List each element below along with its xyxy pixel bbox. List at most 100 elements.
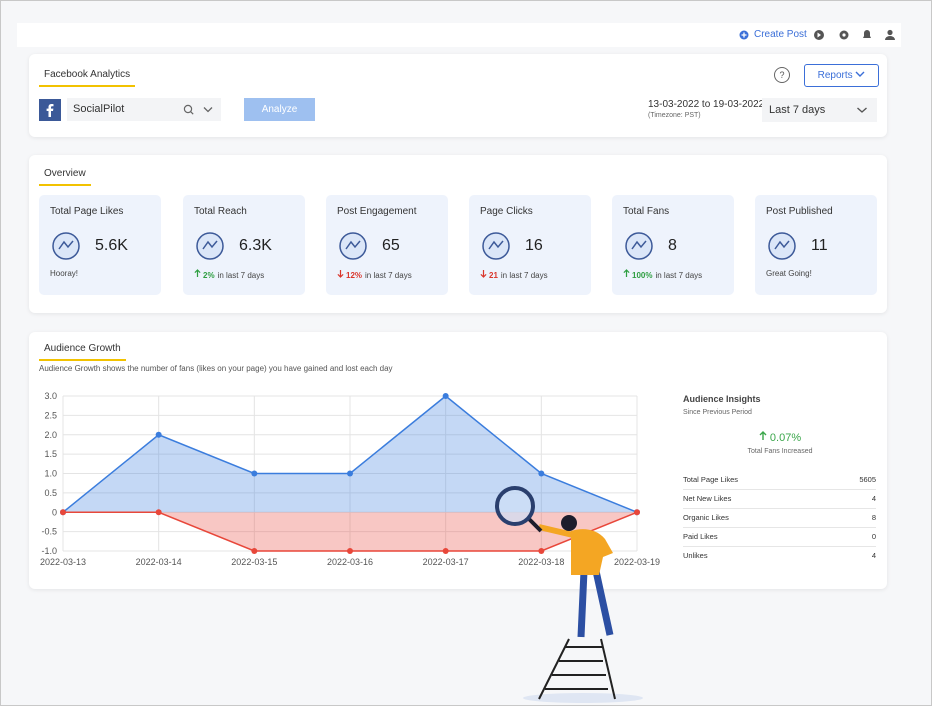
insights-change: 0.07%: [681, 431, 879, 444]
stat-label: Post Published: [766, 206, 833, 217]
change-value: 12%: [346, 271, 363, 280]
illustration: [495, 486, 643, 703]
y-tick-label: 0.5: [44, 488, 57, 498]
insight-label: Net New Likes: [683, 494, 732, 503]
growth-description: Audience Growth shows the number of fans…: [39, 364, 393, 373]
stat-change: 100% in last 7 days: [623, 269, 702, 280]
change-arrow: [337, 270, 344, 278]
x-tick-label: 2022-03-15: [231, 557, 277, 567]
analyze-button[interactable]: Analyze: [244, 98, 315, 121]
point: [442, 393, 449, 399]
arrow: [480, 270, 487, 278]
stat-icon: [482, 232, 510, 260]
arrow: [759, 431, 767, 440]
insight-value: 4: [871, 551, 876, 560]
create-post[interactable]: Create Post: [754, 29, 807, 40]
change-arrow: [194, 269, 201, 277]
period-select[interactable]: [762, 98, 877, 122]
insights-change-value: 0.07%: [769, 432, 802, 444]
stat-label: Post Engagement: [337, 206, 417, 217]
head: [561, 515, 577, 531]
stat-change: 12% in last 7 days: [337, 269, 412, 280]
insights-title: Audience Insights: [683, 394, 761, 404]
icon-detail: [488, 240, 504, 250]
icon-detail: [202, 240, 218, 250]
account-name: SocialPilot: [73, 103, 125, 115]
point: [634, 509, 640, 516]
select-icons: [183, 104, 213, 115]
insight-label: Unlikes: [683, 551, 708, 560]
change-value: 2%: [203, 271, 215, 280]
stat-note: Great Going!: [766, 269, 812, 278]
help-button[interactable]: ?: [774, 67, 790, 83]
stat-value: 8: [668, 237, 677, 254]
change-arrow: [623, 269, 630, 277]
insights-subtitle: Since Previous Period: [683, 409, 752, 416]
timezone: (Timezone: PST): [648, 112, 701, 119]
shirt: [571, 529, 613, 575]
insight-value: 5605: [859, 475, 876, 484]
insight-separator: [683, 489, 876, 490]
y-tick-label: 0: [52, 507, 57, 517]
arrow: [623, 269, 630, 277]
point: [347, 548, 353, 554]
stat-value: 16: [525, 237, 543, 254]
x-tick-label: 2022-03-13: [40, 557, 86, 567]
icon-shape: [625, 232, 653, 260]
point: [251, 548, 258, 554]
insight-separator: [683, 527, 876, 528]
insight-value: 8: [871, 513, 876, 522]
change-value: 100%: [632, 271, 653, 280]
stat-change: 2% in last 7 days: [194, 269, 264, 280]
arm: [538, 524, 574, 538]
change-note: in last 7 days: [365, 271, 412, 280]
y-tick-label: 2.0: [44, 430, 57, 440]
point: [347, 470, 353, 477]
icon-shape: [52, 232, 80, 260]
stat-value: 5.6K: [95, 237, 128, 254]
y-tick-label: 1.5: [44, 449, 57, 459]
y-tick-label: -0.5: [41, 527, 57, 537]
tab[interactable]: Facebook Analytics: [39, 69, 136, 87]
stat-icon: [339, 232, 367, 260]
arrow: [194, 269, 201, 277]
icon-detail: [774, 240, 790, 250]
overview-card: [29, 155, 887, 313]
icon-detail: [58, 240, 74, 250]
x-tick-label: 2022-03-14: [136, 557, 182, 567]
x-tick-label: 2022-03-17: [423, 557, 469, 567]
point: [442, 548, 449, 554]
point: [538, 470, 545, 477]
account-select[interactable]: [67, 98, 221, 121]
stat-icon: [625, 232, 653, 260]
ladder: [538, 638, 616, 700]
magnifier: [495, 486, 535, 526]
stat-label: Page Clicks: [480, 206, 533, 217]
icon-shape: [196, 232, 224, 260]
stat-value: 65: [382, 237, 400, 254]
icon-shape: [482, 232, 510, 260]
change-note: in last 7 days: [500, 271, 548, 280]
date-range: 13-03-2022 to 19-03-2022: [648, 99, 765, 110]
top-icons: [814, 29, 895, 40]
reports-label: Reports: [817, 70, 853, 81]
y-tick-label: 3.0: [44, 391, 57, 401]
x-tick-label: 2022-03-16: [327, 557, 373, 567]
stat-value: 6.3K: [239, 237, 272, 254]
change-arrow: [759, 431, 767, 440]
x-tick-label: 2022-03-19: [614, 557, 660, 567]
growth-title: Audience Growth: [39, 343, 126, 361]
shadow: [523, 693, 643, 703]
reports-button[interactable]: Reports: [804, 64, 879, 87]
insight-label: Total Page Likes: [683, 475, 739, 484]
insight-value: 4: [871, 494, 876, 503]
insight-label: Paid Likes: [683, 532, 718, 541]
stat-label: Total Reach: [194, 206, 247, 217]
point: [60, 509, 66, 516]
change-value: 21: [489, 271, 498, 280]
top-bar: [17, 23, 901, 47]
stat-icon: [768, 232, 796, 260]
arrow: [337, 270, 344, 278]
insights-change-label: Total Fans Increased: [747, 448, 813, 455]
